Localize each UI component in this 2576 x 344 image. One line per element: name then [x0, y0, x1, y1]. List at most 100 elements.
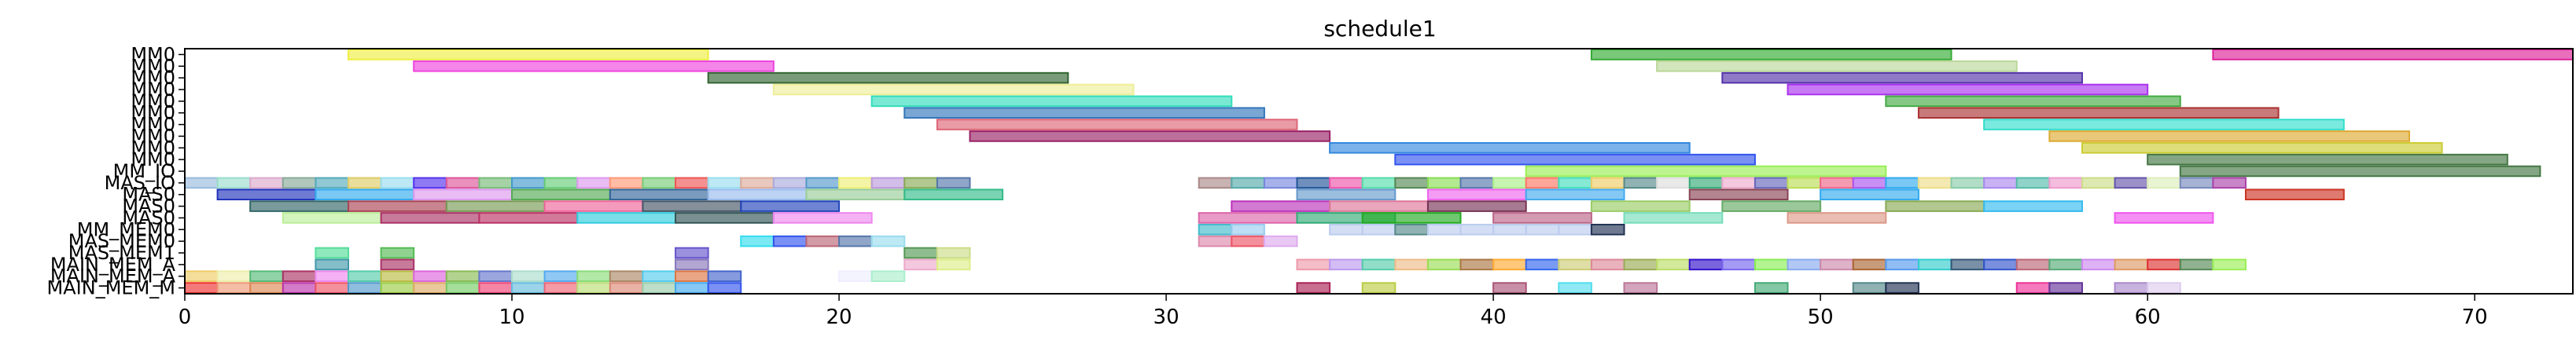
bar-11-17 — [740, 177, 775, 189]
bar-11-39 — [1688, 177, 1724, 189]
bar-18-14 — [1590, 258, 1625, 271]
bar-15-0 — [1198, 223, 1233, 236]
x-tick-label: 70 — [2462, 306, 2488, 329]
y-tick-label: MM0 — [131, 55, 175, 77]
bar-12-13 — [2244, 188, 2345, 201]
bar-18-2 — [675, 258, 709, 271]
bar-2-0 — [707, 71, 1069, 84]
bar-11-10 — [511, 177, 546, 189]
bar-18-8 — [1394, 258, 1429, 271]
bar-14-0 — [282, 212, 382, 224]
bar-11-41 — [1754, 177, 1789, 189]
bar-11-14 — [642, 177, 677, 189]
bar-14-3 — [576, 212, 677, 224]
bar-10-0 — [1525, 165, 1887, 177]
y-tick-label: MAS0 — [122, 196, 175, 218]
bar-16-2 — [805, 235, 841, 247]
bar-11-47 — [1950, 177, 1985, 189]
bar-11-43 — [1820, 177, 1854, 189]
bar-12-2 — [413, 188, 513, 201]
bar-11-28 — [1329, 177, 1363, 189]
bar-19-3 — [282, 270, 317, 283]
bar-11-40 — [1721, 177, 1756, 189]
x-tick-label: 20 — [826, 306, 852, 329]
bar-11-30 — [1394, 177, 1429, 189]
bar-4-1 — [1885, 95, 2181, 108]
bar-11-55 — [2212, 177, 2247, 189]
bar-19-17 — [838, 270, 873, 283]
y-tick-label: MAIN_MEM_A — [50, 265, 176, 287]
y-tick-label: MM0 — [131, 67, 175, 89]
bar-17-3 — [903, 247, 938, 259]
bar-12-1 — [315, 188, 415, 201]
bar-13-1 — [348, 200, 447, 212]
bar-12-3 — [511, 188, 611, 201]
bar-11-13 — [609, 177, 644, 189]
bar-20-28 — [2147, 282, 2181, 294]
bar-20-27 — [2114, 282, 2149, 294]
bar-13-0 — [249, 200, 350, 212]
bar-12-9 — [1426, 188, 1527, 201]
bar-14-11 — [1787, 212, 1887, 224]
bar-6-0 — [936, 119, 1298, 130]
bar-18-13 — [1558, 258, 1592, 271]
bar-19-16 — [707, 270, 742, 283]
bar-20-25 — [2015, 282, 2051, 294]
bar-11-48 — [1983, 177, 2018, 189]
x-axis: 0 10 20 30 40 50 60 70 — [178, 294, 2488, 329]
bar-12-10 — [1525, 188, 1625, 201]
bar-19-8 — [445, 270, 480, 283]
bar-18-11 — [1492, 258, 1527, 271]
bar-11-0 — [184, 177, 219, 189]
bar-11-16 — [707, 177, 742, 189]
bar-18-32 — [2179, 258, 2214, 271]
bar-18-9 — [1426, 258, 1462, 271]
bar-14-6 — [1198, 212, 1298, 224]
bar-11-27 — [1296, 177, 1331, 189]
bar-19-13 — [609, 270, 644, 283]
bar-20-19 — [1492, 282, 1527, 294]
bar-15-6 — [1459, 223, 1495, 236]
y-tick-label: MAIN_MEM_A — [50, 254, 176, 276]
bar-18-24 — [1917, 258, 1952, 271]
bar-18-22 — [1852, 258, 1887, 271]
bar-20-9 — [478, 282, 513, 294]
bar-18-6 — [1329, 258, 1363, 271]
bar-11-1 — [216, 177, 252, 189]
bar-11-29 — [1361, 177, 1397, 189]
bar-13-6 — [1231, 200, 1331, 212]
bar-11-11 — [543, 177, 579, 189]
bar-11-2 — [249, 177, 284, 189]
bar-3-1 — [1787, 83, 2149, 96]
bar-19-6 — [380, 270, 415, 283]
bar-20-20 — [1558, 282, 1592, 294]
bar-11-37 — [1623, 177, 1658, 189]
bar-11-32 — [1459, 177, 1495, 189]
bar-13-4 — [642, 200, 742, 212]
bar-18-29 — [2081, 258, 2116, 271]
bar-16-4 — [870, 235, 906, 247]
x-tick-label: 60 — [2135, 306, 2161, 329]
y-axis: MM0MM0MM0MM0MM0MM0MM0MM0MM0MM0MM_IOMAS_I… — [47, 43, 185, 299]
bar-14-9 — [1492, 212, 1592, 224]
bar-20-12 — [576, 282, 611, 294]
bar-11-50 — [2048, 177, 2083, 189]
bar-11-45 — [1885, 177, 1919, 189]
bar-15-9 — [1558, 223, 1592, 236]
bar-18-27 — [2015, 258, 2051, 271]
bar-18-3 — [903, 258, 938, 271]
bar-19-14 — [642, 270, 677, 283]
bar-18-12 — [1525, 258, 1560, 271]
bar-13-11 — [1885, 200, 1985, 212]
bar-18-26 — [1983, 258, 2018, 271]
bar-14-4 — [675, 212, 775, 224]
bar-15-10 — [1590, 223, 1625, 236]
bar-11-49 — [2015, 177, 2051, 189]
bar-16-0 — [740, 235, 775, 247]
bar-20-13 — [609, 282, 644, 294]
bar-20-18 — [1361, 282, 1397, 294]
bar-8-0 — [1329, 141, 1691, 154]
bar-20-10 — [511, 282, 546, 294]
bar-20-0 — [184, 282, 219, 294]
bar-20-24 — [1885, 282, 1919, 294]
